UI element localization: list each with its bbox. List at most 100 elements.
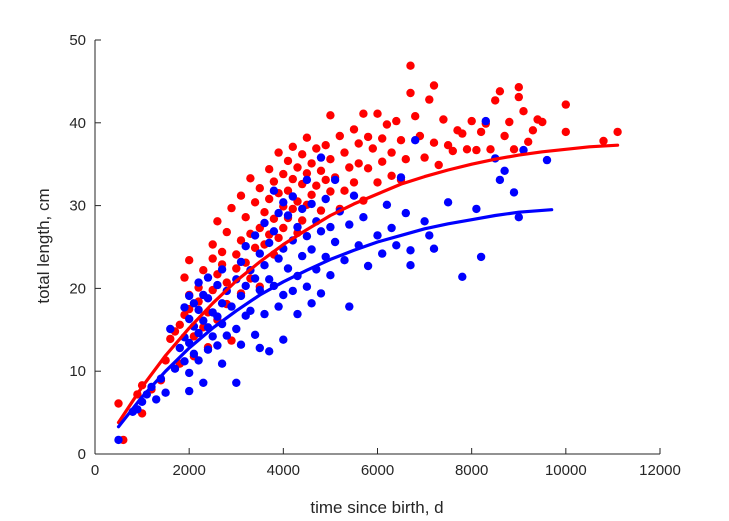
data-point	[411, 136, 420, 145]
data-point	[316, 206, 326, 215]
x-tick-label: 8000	[455, 462, 488, 479]
data-point	[514, 92, 523, 102]
data-point	[359, 213, 368, 222]
data-point	[189, 299, 199, 308]
data-point	[354, 159, 363, 168]
data-point	[208, 240, 217, 249]
blue-fit-curve	[116, 208, 554, 429]
data-point	[166, 334, 175, 344]
data-point	[363, 164, 373, 173]
data-point	[250, 198, 260, 207]
data-point	[274, 302, 283, 311]
data-point	[349, 178, 359, 187]
data-point	[396, 173, 406, 182]
data-point	[194, 278, 203, 287]
data-point	[481, 116, 490, 126]
data-point	[185, 386, 194, 396]
data-point	[326, 187, 335, 196]
data-point	[260, 261, 269, 270]
data-point	[161, 388, 170, 397]
data-point	[265, 275, 274, 284]
data-point	[217, 359, 227, 368]
y-tick-label: 20	[69, 280, 86, 297]
data-point	[439, 115, 448, 124]
data-point	[476, 127, 486, 137]
data-point	[406, 246, 415, 255]
data-point	[406, 88, 415, 98]
data-point	[321, 141, 330, 150]
y-tick-label: 40	[69, 115, 86, 132]
data-point	[199, 266, 208, 275]
data-point	[382, 120, 392, 129]
data-point	[246, 174, 255, 183]
x-tick-label: 0	[91, 462, 99, 479]
data-point	[505, 117, 514, 127]
x-axis-label: time since birth, d	[310, 498, 443, 517]
data-point	[302, 282, 312, 291]
data-point	[387, 223, 396, 233]
data-point	[298, 150, 307, 159]
data-point	[429, 138, 439, 147]
data-point	[429, 81, 439, 90]
data-point	[387, 148, 396, 157]
data-point	[236, 257, 246, 267]
data-point	[599, 136, 608, 146]
data-point	[293, 163, 302, 172]
data-point	[279, 223, 288, 233]
data-point	[349, 125, 359, 134]
data-point	[260, 208, 269, 217]
data-point	[203, 345, 213, 354]
data-point	[401, 208, 410, 218]
data-point	[208, 332, 217, 341]
data-point	[373, 178, 382, 187]
data-point	[326, 111, 335, 120]
data-point	[425, 95, 434, 104]
data-point	[274, 208, 283, 218]
data-point	[302, 232, 312, 241]
series-red	[114, 61, 622, 445]
data-point	[420, 153, 429, 162]
data-point	[255, 249, 264, 258]
x-tick-label: 6000	[361, 462, 394, 479]
data-point	[321, 194, 330, 204]
data-point	[255, 184, 264, 193]
data-point	[288, 174, 297, 184]
data-point	[152, 395, 161, 404]
series-blue	[114, 116, 552, 445]
data-point	[288, 204, 297, 214]
data-point	[241, 281, 250, 291]
data-point	[298, 204, 307, 214]
data-point	[316, 289, 326, 298]
data-point	[561, 127, 570, 137]
x-tick-label: 4000	[267, 462, 300, 479]
data-point	[170, 364, 180, 373]
data-point	[199, 316, 208, 325]
data-point	[293, 309, 302, 319]
red-fit-curve	[116, 143, 620, 425]
data-point	[269, 214, 279, 223]
data-point	[265, 238, 274, 248]
data-point	[307, 199, 316, 209]
data-point	[194, 328, 203, 338]
y-tick-label: 30	[69, 198, 86, 215]
x-tick-label: 10000	[545, 462, 587, 479]
data-point	[222, 278, 231, 287]
data-point	[227, 302, 236, 311]
data-point	[175, 343, 184, 353]
data-point	[302, 169, 312, 178]
data-point	[288, 192, 297, 201]
data-point	[340, 186, 349, 195]
data-point	[236, 191, 246, 200]
data-point	[472, 204, 481, 214]
data-point	[217, 247, 227, 257]
data-point	[283, 264, 293, 273]
data-point	[213, 312, 222, 321]
data-point	[180, 303, 189, 312]
data-point	[509, 145, 519, 154]
data-point	[166, 324, 175, 334]
data-point	[283, 156, 293, 166]
data-point	[185, 314, 194, 324]
data-point	[269, 186, 279, 195]
data-point	[382, 200, 392, 209]
